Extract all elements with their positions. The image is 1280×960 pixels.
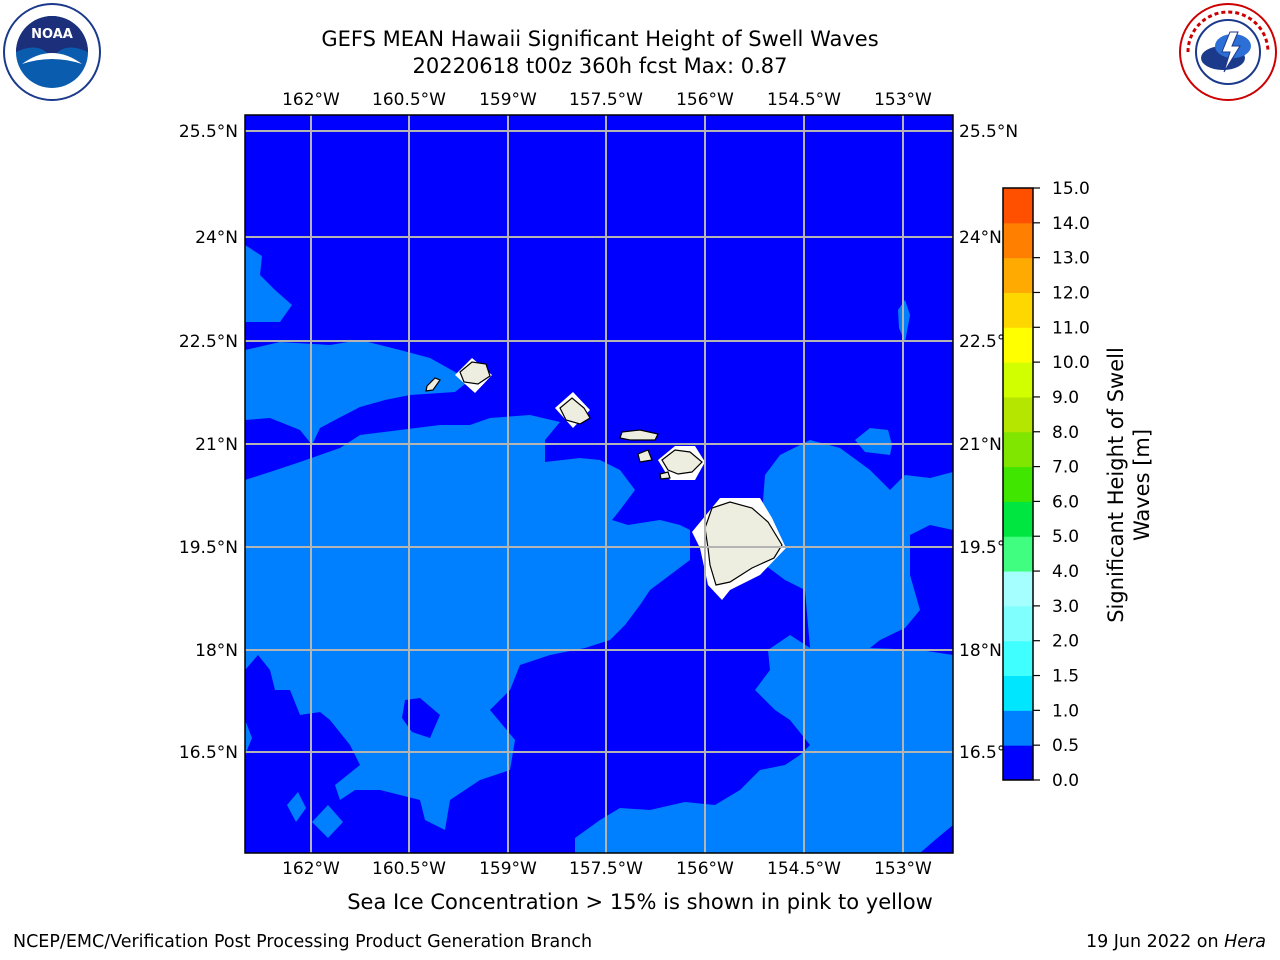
- lon-label-top: 156°W: [676, 90, 734, 110]
- lat-label-right: 25.5°N: [959, 122, 1018, 142]
- lat-label-right: 18°N: [959, 641, 1002, 661]
- lon-label-top: 159°W: [479, 90, 537, 110]
- colorbar-segment: [1003, 745, 1033, 781]
- lon-label-top: 160.5°W: [372, 90, 446, 110]
- swell-region-west: [245, 340, 470, 445]
- colorbar-segment: [1003, 501, 1033, 537]
- lon-label-top: 157.5°W: [569, 90, 643, 110]
- colorbar-tick-label: 1.0: [1052, 701, 1079, 721]
- swell-region-blob-sw1: [312, 805, 343, 838]
- lat-label-left: 24°N: [195, 228, 238, 248]
- colorbar-tick-label: 4.0: [1052, 562, 1079, 582]
- host-name: Hera: [1224, 932, 1266, 952]
- date-text: 19 Jun 2022 on: [1085, 932, 1225, 952]
- swell-region-south: [575, 440, 953, 853]
- island-lanai: [637, 449, 653, 463]
- colorbar-tick-label: 3.0: [1052, 597, 1079, 617]
- island-molokai: [619, 429, 659, 441]
- noaa-logo-text: NOAA: [31, 27, 73, 42]
- colorbar-tick-labels: 0.0 0.5 1.0 1.5 2.0 3.0 4.0 5.0 6.0 7.0 8.0 9.0 10.0…: [1033, 179, 1090, 791]
- swell-region-northeast: [855, 428, 892, 455]
- deep-pocket-1: [402, 698, 440, 738]
- colorbar-label: Significant Height of SwellWaves [m]: [1104, 347, 1154, 623]
- map-frame: [244, 114, 954, 854]
- colorbar-segment: [1003, 222, 1033, 259]
- lon-label-bottom: 153°W: [874, 859, 932, 879]
- colorbar-tick-label: 0.5: [1052, 736, 1079, 756]
- colorbar-segment: [1003, 396, 1033, 433]
- lat-label-right: 21°N: [959, 435, 1002, 455]
- lon-label-bottom: 156°W: [676, 859, 734, 879]
- map-subtitle: 20220618 t00z 360h fcst Max: 0.87: [412, 54, 788, 78]
- island-maui: [661, 449, 703, 475]
- colorbar-segment: [1003, 675, 1033, 711]
- colorbar-tick-label: 6.0: [1052, 492, 1079, 512]
- colorbar-segment: [1003, 188, 1033, 224]
- colorbar-tick-label: 8.0: [1052, 423, 1079, 443]
- sea-ice-note-text: Sea Ice Concentration > 15% is shown in …: [347, 890, 933, 914]
- colorbar-segment: [1003, 466, 1033, 502]
- lon-label-bottom: 159°W: [479, 859, 537, 879]
- colorbar-tick-label: 2.0: [1052, 632, 1079, 652]
- colorbar-tick-label: 7.0: [1052, 458, 1079, 478]
- colorbar-tick-label: 0.0: [1052, 771, 1079, 791]
- colorbar-tick-label: 12.0: [1052, 283, 1090, 303]
- colorbar-tick-label: 14.0: [1052, 214, 1090, 234]
- lon-label-bottom: 157.5°W: [569, 859, 643, 879]
- island-niihau: [425, 377, 441, 392]
- lat-label-left: 16.5°N: [179, 743, 238, 763]
- colorbar-segment: [1003, 640, 1033, 677]
- island-kauai: [459, 361, 491, 385]
- swell-region-southwest: [245, 415, 690, 830]
- date-line: 19 Jun 2022 on Hera: [1086, 932, 1266, 952]
- colorbar-segment: [1003, 292, 1033, 328]
- colorbar-tick-label: 1.5: [1052, 667, 1079, 687]
- swell-region-northwest-blob: [245, 245, 292, 322]
- colorbar-segment: [1003, 536, 1033, 572]
- credit-line: NCEP/EMC/Verification Post Processing Pr…: [13, 932, 593, 952]
- lon-label-bottom: 154.5°W: [767, 859, 841, 879]
- lon-label-top: 153°W: [874, 90, 932, 110]
- colorbar-tick-label: 13.0: [1052, 249, 1090, 269]
- island-hawaii: [704, 501, 783, 586]
- island-kahoolawe: [659, 471, 671, 480]
- swell-region-blob-sw2: [287, 792, 306, 822]
- sea-ice-note: Sea Ice Concentration > 15% is shown in …: [0, 890, 1280, 914]
- colorbar-segment: [1003, 362, 1033, 398]
- lon-label-bottom: 162°W: [282, 859, 340, 879]
- lat-label-left: 22.5°N: [179, 332, 238, 352]
- noaa-logo: NOAA: [3, 3, 101, 101]
- colorbar-tick-label: 5.0: [1052, 527, 1079, 547]
- colorbar: [1003, 188, 1033, 781]
- swell-region-blob-east-small: [245, 720, 252, 755]
- lon-label-top: 162°W: [282, 90, 340, 110]
- colorbar-tick-label: 10.0: [1052, 353, 1090, 373]
- colorbar-segment: [1003, 257, 1033, 293]
- longitude-tick-labels: 162°W 162°W 160.5°W 160.5°W 159°W 159°W 157.5°…: [282, 90, 932, 879]
- lat-label-left: 25.5°N: [179, 122, 238, 142]
- lon-label-bottom: 160.5°W: [372, 859, 446, 879]
- island-oahu: [559, 397, 591, 425]
- colorbar-segment: [1003, 327, 1033, 363]
- colorbar-tick-label: 9.0: [1052, 388, 1079, 408]
- colorbar-segment: [1003, 710, 1033, 746]
- map-title: GEFS MEAN Hawaii Significant Height of S…: [321, 27, 879, 51]
- nws-logo: [1179, 3, 1277, 101]
- colorbar-frame: [1002, 187, 1034, 781]
- lat-label-left: 19.5°N: [179, 538, 238, 558]
- colorbar-segment: [1003, 431, 1033, 468]
- colorbar-tick-label: 11.0: [1052, 318, 1090, 338]
- lat-label-left: 21°N: [195, 435, 238, 455]
- colorbar-segment: [1003, 605, 1033, 642]
- lat-label-left: 18°N: [195, 641, 238, 661]
- lon-label-top: 154.5°W: [767, 90, 841, 110]
- lat-label-right: 24°N: [959, 228, 1002, 248]
- colorbar-tick-label: 15.0: [1052, 179, 1090, 199]
- graticule: [245, 115, 953, 853]
- map-plot-area: [245, 115, 953, 853]
- colorbar-segment: [1003, 571, 1033, 607]
